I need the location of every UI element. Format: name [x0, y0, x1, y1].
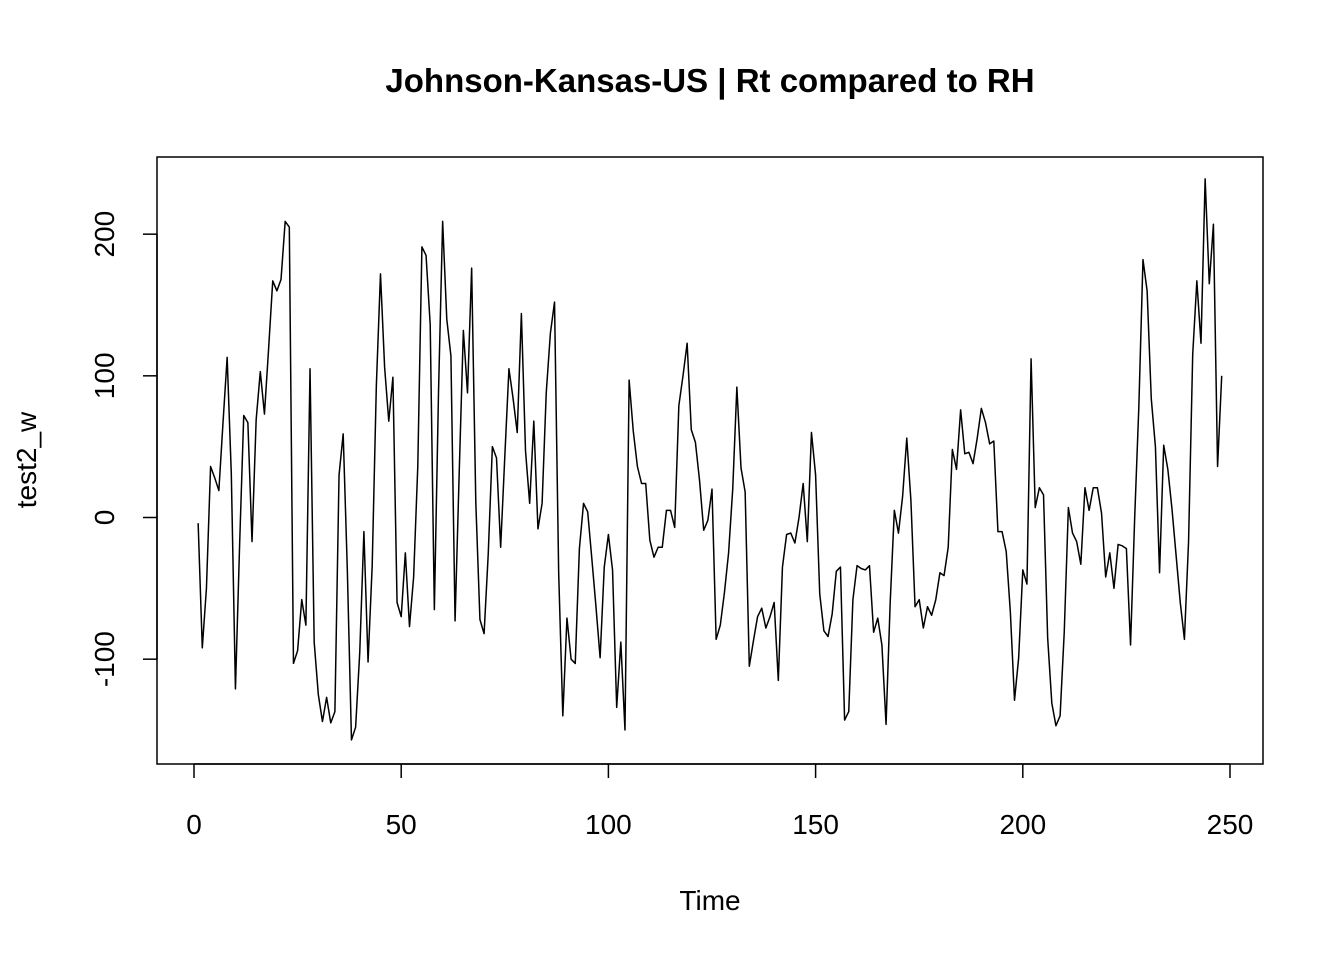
x-tick-label: 0 — [186, 809, 202, 840]
y-tick-label: -100 — [89, 631, 120, 687]
y-tick-label: 0 — [89, 510, 120, 526]
x-tick-label: 50 — [386, 809, 417, 840]
x-tick-label: 200 — [999, 809, 1046, 840]
plot-frame — [157, 157, 1263, 764]
x-axis: 0 50 100 150 200 250 — [186, 764, 1253, 840]
chart-title: Johnson-Kansas-US | Rt compared to RH — [385, 62, 1034, 99]
x-tick-label: 150 — [792, 809, 839, 840]
y-axis-label: test2_w — [11, 411, 42, 508]
x-tick-label: 100 — [585, 809, 632, 840]
y-axis: -100 0 100 200 — [89, 211, 157, 687]
x-tick-label: 250 — [1207, 809, 1254, 840]
y-tick-label: 200 — [89, 211, 120, 258]
series-line — [198, 179, 1222, 740]
x-axis-label: Time — [679, 885, 740, 916]
y-tick-label: 100 — [89, 352, 120, 399]
